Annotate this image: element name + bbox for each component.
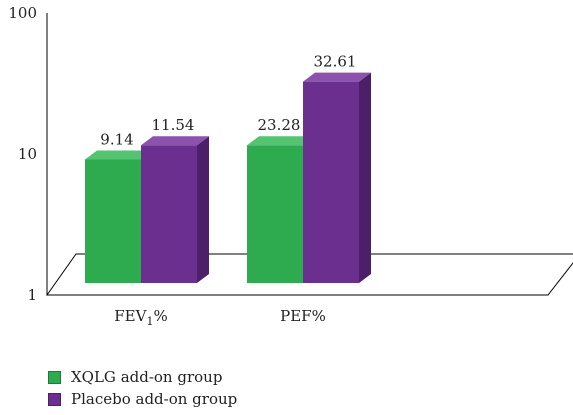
legend-swatch-placebo [48,392,61,406]
data-label: 23.28 [258,116,301,134]
data-label: 32.61 [314,53,357,71]
bar-top [303,72,371,82]
x-tick-label: PEF% [280,307,326,325]
bar-front [303,81,359,283]
x-tick-label: FEV1% [114,307,167,328]
bar-front [247,145,303,283]
y-tick-label: 1 [27,286,37,304]
bar-top [85,150,153,160]
bar-front [85,159,141,283]
legend-label-xqlg: XQLG add-on group [71,368,223,386]
chart-legend: XQLG add-on group Placebo add-on group [48,366,237,410]
data-label: 9.14 [100,131,133,149]
chart-labels: 9.14 11.54 FEV1% 23.28 32.61 PEF% [100,53,356,328]
bar-top [247,136,315,146]
legend-swatch-xqlg [48,370,61,384]
y-tick-label: 100 [8,4,37,22]
bar-top [141,136,209,146]
chart-bars [85,72,371,283]
legend-label-placebo: Placebo add-on group [71,390,238,408]
legend-item-placebo: Placebo add-on group [48,388,237,410]
bar-front [141,145,197,283]
legend-item-xqlg: XQLG add-on group [48,366,237,388]
bar-side [197,136,209,283]
data-label: 11.54 [152,116,195,134]
y-tick-label: 10 [18,145,37,163]
bar-side [359,72,371,283]
